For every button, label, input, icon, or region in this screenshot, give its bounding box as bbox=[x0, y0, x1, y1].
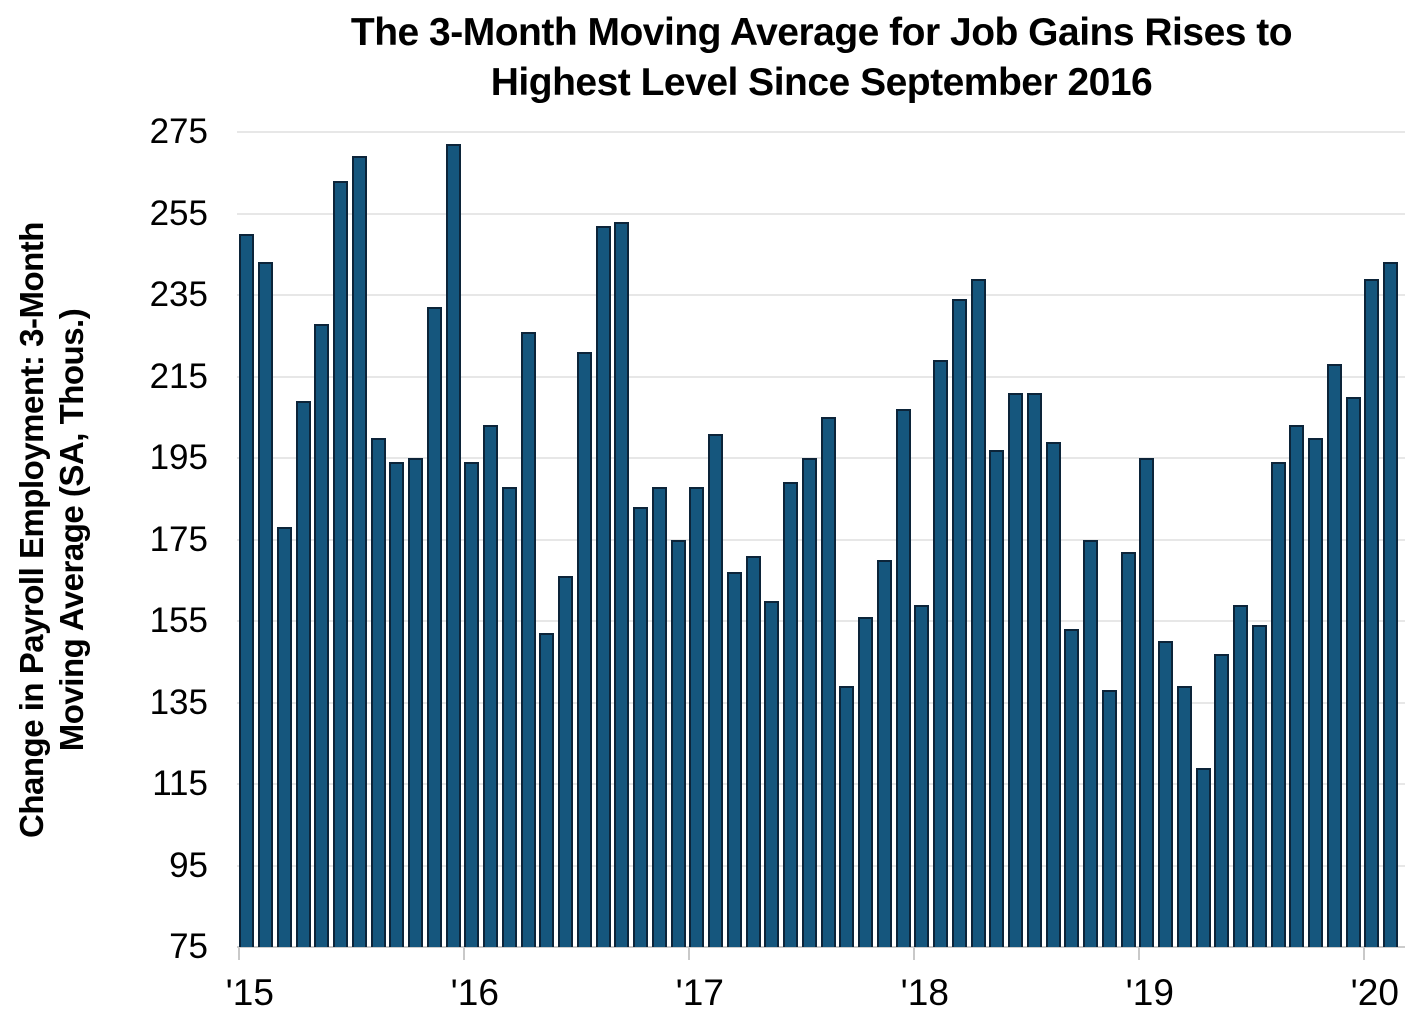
bar-8 bbox=[370, 437, 386, 947]
bar-58 bbox=[1308, 437, 1324, 947]
bar-14 bbox=[483, 425, 499, 947]
bar-24 bbox=[670, 539, 686, 947]
bar-38 bbox=[933, 360, 949, 947]
y-tick-label-255: 255 bbox=[149, 193, 208, 233]
gridline-275 bbox=[237, 131, 1405, 133]
bar-3 bbox=[276, 527, 292, 947]
gridline-235 bbox=[237, 294, 1405, 296]
bar-56 bbox=[1270, 462, 1286, 947]
y-tick-label-75: 75 bbox=[169, 927, 208, 966]
bar-18 bbox=[558, 576, 574, 947]
bar-13 bbox=[464, 462, 480, 947]
bar-33 bbox=[839, 686, 855, 947]
bar-4 bbox=[295, 400, 311, 947]
x-tick-mark-'16 bbox=[462, 947, 465, 960]
bar-16 bbox=[520, 331, 536, 947]
y-tick-label-235: 235 bbox=[149, 275, 208, 314]
x-tick-mark-'17 bbox=[687, 947, 690, 960]
chart-title: The 3-Month Moving Average for Job Gains… bbox=[230, 8, 1413, 108]
bar-52 bbox=[1195, 767, 1211, 947]
bar-15 bbox=[501, 486, 517, 947]
bar-49 bbox=[1139, 458, 1155, 947]
bar-26 bbox=[708, 433, 724, 947]
x-tick-label-'15: '15 bbox=[225, 972, 274, 1013]
bar-32 bbox=[820, 417, 836, 947]
x-tick-label-'18: '18 bbox=[900, 972, 949, 1013]
x-tick-label-'19: '19 bbox=[1125, 972, 1174, 1013]
y-tick-label-175: 175 bbox=[149, 519, 208, 559]
bar-17 bbox=[539, 633, 555, 947]
bar-2 bbox=[258, 262, 274, 947]
chart-title-line-1: The 3-Month Moving Average for Job Gains… bbox=[350, 11, 1293, 54]
y-tick-label-275: 275 bbox=[149, 112, 208, 151]
gridline-215 bbox=[237, 375, 1405, 378]
bar-45 bbox=[1064, 629, 1080, 947]
bar-5 bbox=[314, 323, 330, 947]
bar-11 bbox=[426, 307, 442, 947]
bar-36 bbox=[895, 409, 911, 947]
bar-27 bbox=[726, 572, 742, 947]
x-tick-label-'17: '17 bbox=[675, 972, 724, 1013]
bar-43 bbox=[1026, 392, 1042, 947]
bar-57 bbox=[1289, 425, 1305, 947]
bar-9 bbox=[389, 462, 405, 947]
y-tick-label-155: 155 bbox=[149, 601, 208, 640]
chart-title-line-2: Highest Level Since September 2016 bbox=[490, 61, 1153, 104]
bar-10 bbox=[408, 458, 424, 947]
bar-31 bbox=[801, 458, 817, 947]
bar-41 bbox=[989, 449, 1005, 947]
bar-1 bbox=[239, 233, 255, 947]
bar-47 bbox=[1101, 690, 1117, 947]
gridline-255 bbox=[237, 212, 1405, 215]
bar-61 bbox=[1364, 278, 1380, 947]
bar-6 bbox=[333, 180, 349, 947]
bar-23 bbox=[651, 486, 667, 947]
x-tick-mark-'15 bbox=[237, 947, 240, 960]
bar-59 bbox=[1326, 364, 1342, 947]
bar-30 bbox=[783, 482, 799, 947]
y-axis-label-line-1: Change in Payroll Employment: 3-Month bbox=[13, 222, 50, 838]
bar-51 bbox=[1176, 686, 1192, 947]
bar-29 bbox=[764, 600, 780, 947]
y-axis-label-line-2: Moving Average (SA, Thous.) bbox=[53, 308, 90, 752]
y-tick-label-195: 195 bbox=[149, 438, 208, 477]
bar-34 bbox=[858, 616, 874, 947]
bar-62 bbox=[1383, 262, 1399, 947]
bar-20 bbox=[595, 225, 611, 947]
y-tick-label-135: 135 bbox=[149, 682, 208, 722]
bar-12 bbox=[445, 144, 461, 947]
bar-39 bbox=[951, 299, 967, 947]
x-tick-mark-'19 bbox=[1137, 947, 1140, 960]
y-tick-label-95: 95 bbox=[169, 845, 208, 885]
bar-19 bbox=[576, 352, 592, 947]
bar-50 bbox=[1158, 641, 1174, 947]
x-tick-label-'16: '16 bbox=[450, 972, 499, 1013]
x-tick-mark-'18 bbox=[912, 947, 915, 960]
bar-54 bbox=[1233, 604, 1249, 947]
bar-48 bbox=[1120, 551, 1136, 947]
plot-area bbox=[237, 131, 1405, 948]
bar-55 bbox=[1251, 625, 1267, 947]
bar-46 bbox=[1083, 539, 1099, 947]
bar-53 bbox=[1214, 653, 1230, 947]
bar-40 bbox=[970, 278, 986, 947]
y-axis-label: Change in Payroll Employment: 3-Month Mo… bbox=[12, 120, 102, 940]
y-tick-label-115: 115 bbox=[152, 764, 208, 803]
bar-35 bbox=[876, 559, 892, 947]
bar-7 bbox=[351, 156, 367, 947]
bar-42 bbox=[1008, 392, 1024, 947]
bar-25 bbox=[689, 486, 705, 947]
bar-22 bbox=[633, 506, 649, 947]
bar-44 bbox=[1045, 441, 1061, 947]
y-tick-label-215: 215 bbox=[149, 356, 208, 396]
x-axis-line bbox=[237, 946, 1405, 948]
bar-37 bbox=[914, 604, 930, 947]
bar-60 bbox=[1345, 396, 1361, 947]
x-tick-label-'20: '20 bbox=[1350, 972, 1399, 1013]
bar-21 bbox=[614, 221, 630, 947]
x-tick-mark-'20 bbox=[1362, 947, 1365, 960]
bar-28 bbox=[745, 555, 761, 947]
